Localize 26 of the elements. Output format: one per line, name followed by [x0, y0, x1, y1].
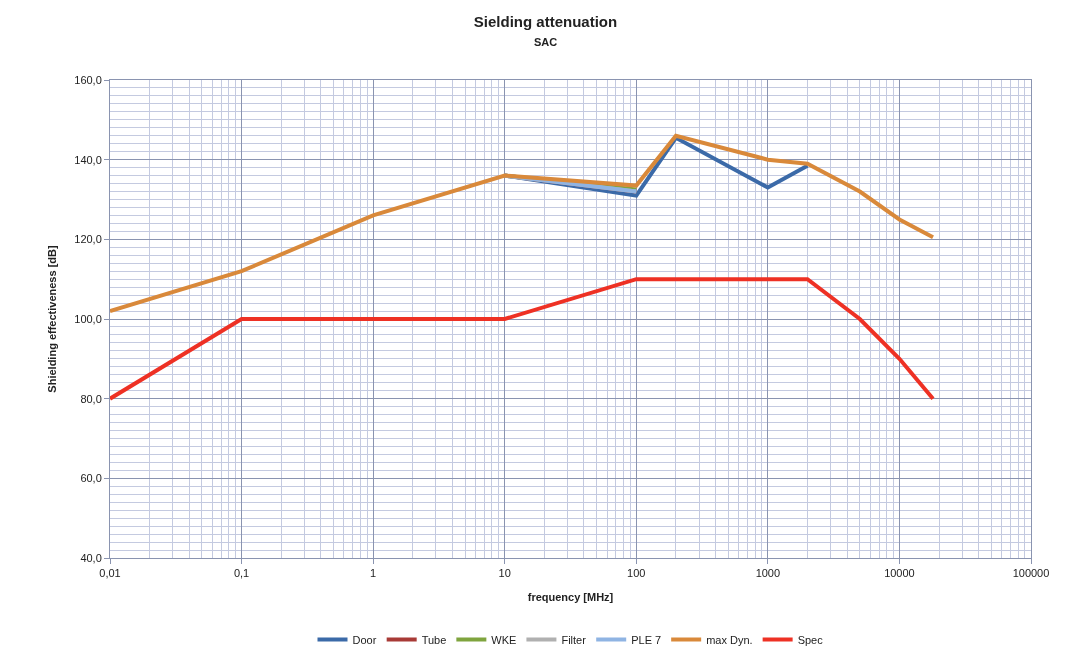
chart-title: Sielding attenuation	[473, 12, 618, 30]
legend-label: Door	[352, 633, 377, 646]
y-tick-label: 40,0	[80, 551, 102, 564]
y-tick-label: 120,0	[74, 233, 102, 246]
x-tick-label: 100	[627, 567, 646, 580]
x-tick-label: 100000	[1012, 567, 1050, 580]
y-tick-label: 100,0	[74, 312, 102, 325]
y-tick-label: 160,0	[74, 73, 102, 86]
legend-label: Tube	[421, 633, 447, 646]
legend-label: Filter	[561, 633, 587, 646]
x-tick-label: 0,1	[233, 567, 250, 580]
y-tick-label: 60,0	[80, 472, 102, 485]
legend-label: Spec	[797, 633, 824, 646]
x-tick-label: 1	[370, 567, 377, 580]
legend-label: WKE	[491, 633, 517, 646]
y-tick-label: 140,0	[74, 153, 102, 166]
y-axis-title: Shielding effectiveness [dB]	[45, 245, 58, 393]
x-axis-title: frequency [MHz]	[527, 591, 614, 604]
x-tick-label: 0,01	[99, 567, 121, 580]
y-tick-label: 80,0	[80, 392, 102, 405]
chart-subtitle: SAC	[533, 36, 558, 49]
x-tick-label: 10000	[884, 567, 915, 580]
x-tick-label: 1000	[755, 567, 781, 580]
legend-label: max Dyn.	[706, 633, 753, 646]
legend-label: PLE 7	[631, 633, 662, 646]
x-tick-label: 10	[498, 567, 511, 580]
